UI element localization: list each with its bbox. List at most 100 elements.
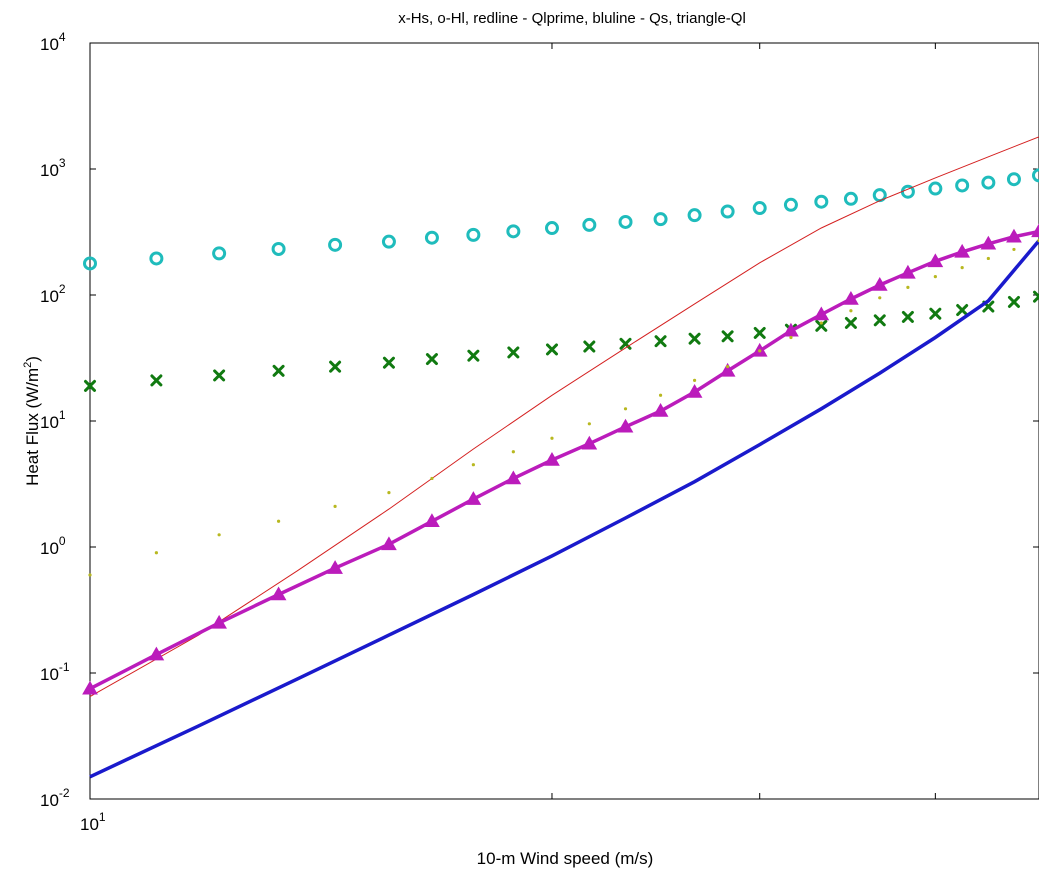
data-point-hl <box>328 237 343 252</box>
data-point-dot <box>789 335 793 340</box>
y-tick-exponent: 3 <box>59 156 66 170</box>
data-point-ql <box>719 362 736 377</box>
data-point-dot <box>878 296 882 300</box>
y-tick-exponent: -2 <box>59 786 70 800</box>
data-point-dot <box>849 309 853 313</box>
data-point-ql <box>505 470 522 485</box>
data-point-hl <box>783 197 798 212</box>
data-point-ql <box>148 646 165 661</box>
data-point-dot <box>276 519 281 523</box>
y-tick-base: 10 <box>40 665 59 684</box>
series-qlprime <box>89 136 1039 698</box>
data-point-ql <box>1006 228 1022 243</box>
data-point-hl <box>506 224 521 239</box>
data-point-hl <box>466 227 481 242</box>
data-point-ql <box>927 253 944 268</box>
data-point-hs <box>721 330 734 343</box>
data-point-hl <box>814 194 829 209</box>
data-point-ql <box>424 513 440 528</box>
data-point-hs <box>329 360 342 373</box>
data-point-hs <box>654 335 667 348</box>
y-tick-label: 10-2 <box>40 786 70 810</box>
data-point-dot <box>986 256 990 261</box>
data-point-hs <box>956 304 969 317</box>
series-hl <box>83 168 1039 271</box>
y-tick-label: 103 <box>40 156 66 180</box>
data-point-hs <box>150 374 163 387</box>
y-tick-base: 10 <box>40 791 59 810</box>
data-point-hl <box>424 230 439 245</box>
data-point-ql <box>617 418 634 433</box>
data-point-dot <box>960 265 964 270</box>
series-yellow-dots <box>88 239 1039 577</box>
data-point-ql <box>900 264 916 279</box>
data-point-hl <box>544 221 559 236</box>
y-tick-label: 10-1 <box>40 660 70 684</box>
data-point-dot <box>587 422 591 426</box>
y-tick-exponent: -1 <box>59 660 70 674</box>
y-tick-base: 10 <box>40 539 59 558</box>
y-tick-exponent: 2 <box>59 282 66 296</box>
x-tick-exponent: 1 <box>99 810 106 824</box>
data-point-dot <box>217 533 221 537</box>
series-line-qlprime <box>89 136 1039 698</box>
y-axis-label-main: Heat Flux (W/m <box>23 368 42 486</box>
data-point-hs <box>84 379 96 392</box>
series-qs <box>89 239 1039 779</box>
data-point-hs <box>583 340 596 353</box>
y-tick-exponent: 4 <box>59 30 66 44</box>
data-point-dot <box>387 491 391 495</box>
data-point-hl <box>1006 172 1021 187</box>
y-tick-label: 100 <box>40 534 66 558</box>
data-point-ql <box>686 383 703 398</box>
data-point-dot <box>933 274 937 279</box>
data-point-hs <box>213 369 226 382</box>
data-point-hs <box>815 319 828 332</box>
data-point-hs <box>425 353 438 366</box>
data-point-dot <box>154 551 158 555</box>
y-tick-base: 10 <box>40 161 59 180</box>
data-point-hl <box>381 234 396 249</box>
data-point-dot <box>430 476 434 481</box>
data-point-hs <box>507 346 520 359</box>
data-point-ql <box>465 491 482 505</box>
data-point-ql <box>954 243 971 258</box>
data-point-ql <box>327 560 343 574</box>
data-point-hs <box>873 314 886 327</box>
data-point-dot <box>511 450 515 454</box>
data-point-ql <box>381 536 397 551</box>
data-point-ql <box>544 452 560 466</box>
data-point-hl <box>720 204 735 219</box>
data-point-hl <box>981 175 996 190</box>
data-point-dot <box>819 321 823 325</box>
data-point-hs <box>467 349 480 362</box>
data-point-hl <box>752 201 767 216</box>
series-line-qs <box>89 239 1039 779</box>
y-tick-label: 102 <box>40 282 66 306</box>
x-axis-label: 10-m Wind speed (m/s) <box>477 849 654 868</box>
data-point-dot <box>1012 247 1016 252</box>
y-tick-base: 10 <box>40 287 59 306</box>
data-point-hs <box>619 337 632 350</box>
data-point-dot <box>88 573 92 577</box>
data-point-dot <box>726 365 730 369</box>
y-tick-exponent: 1 <box>59 408 66 422</box>
y-axis-label: Heat Flux (W/m2) <box>22 356 42 486</box>
data-point-hl <box>271 241 286 256</box>
data-point-hl <box>83 256 97 271</box>
data-point-hl <box>955 178 970 193</box>
data-point-hl <box>212 246 227 261</box>
data-point-hl <box>928 181 943 196</box>
data-point-hl <box>1032 168 1039 183</box>
data-point-dot <box>692 378 697 383</box>
data-point-dot <box>550 436 554 440</box>
data-point-dot <box>471 463 475 467</box>
x-tick-base: 10 <box>80 815 99 834</box>
series-ql <box>82 223 1039 695</box>
y-tick-exponent: 0 <box>59 534 66 548</box>
chart-title: x-Hs, o-Hl, redline - Qlprime, bluline -… <box>398 10 746 27</box>
data-point-hl <box>687 208 702 223</box>
data-point-hs <box>1033 290 1039 303</box>
